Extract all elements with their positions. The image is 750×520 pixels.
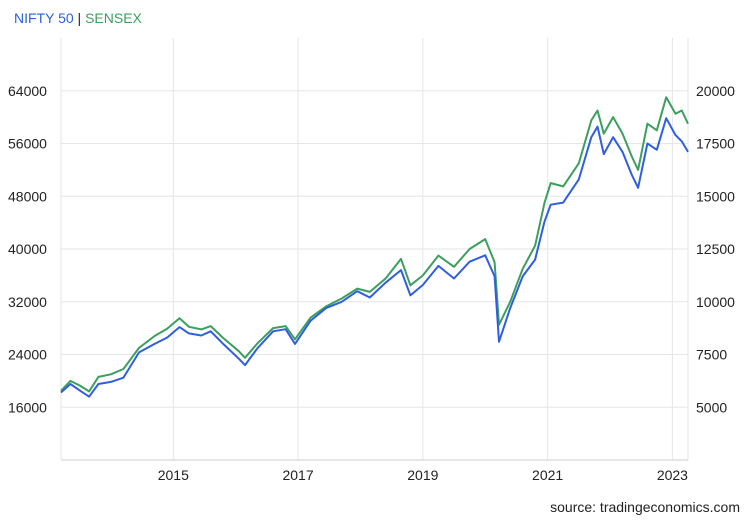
nifty-series-line	[60, 117, 689, 398]
grid	[60, 38, 689, 461]
axes: 16000 24000 32000 40000 48000 56000 64000 5000 7…	[8, 83, 735, 483]
legend-sensex[interactable]: SENSEX	[85, 10, 142, 26]
right-y-tick-label: 5000	[696, 399, 727, 415]
left-y-tick-label: 16000	[8, 399, 47, 415]
right-y-tick-label: 10000	[696, 294, 735, 310]
legend-nifty[interactable]: NIFTY 50	[14, 10, 74, 26]
left-y-tick-label: 32000	[8, 294, 47, 310]
left-y-tick-label: 40000	[8, 241, 47, 257]
left-y-tick-label: 64000	[8, 83, 47, 99]
right-y-tick-label: 20000	[696, 83, 735, 99]
series-lines	[60, 96, 689, 398]
right-y-tick-label: 17500	[696, 136, 735, 152]
source-credit: source: tradingeconomics.com	[550, 499, 740, 515]
legend-separator: |	[77, 10, 82, 26]
x-tick-label: 2019	[407, 467, 438, 483]
x-tick-label: 2017	[282, 467, 313, 483]
left-y-tick-label: 24000	[8, 347, 47, 363]
sensex-series-line	[60, 96, 689, 393]
legend: NIFTY 50 | SENSEX	[14, 10, 142, 26]
left-y-tick-label: 56000	[8, 136, 47, 152]
right-y-tick-label: 12500	[696, 241, 735, 257]
left-y-tick-label: 48000	[8, 188, 47, 204]
right-y-tick-label: 7500	[696, 347, 727, 363]
right-y-tick-label: 15000	[696, 188, 735, 204]
x-tick-label: 2021	[532, 467, 563, 483]
x-tick-label: 2023	[657, 467, 688, 483]
x-tick-label: 2015	[158, 467, 189, 483]
